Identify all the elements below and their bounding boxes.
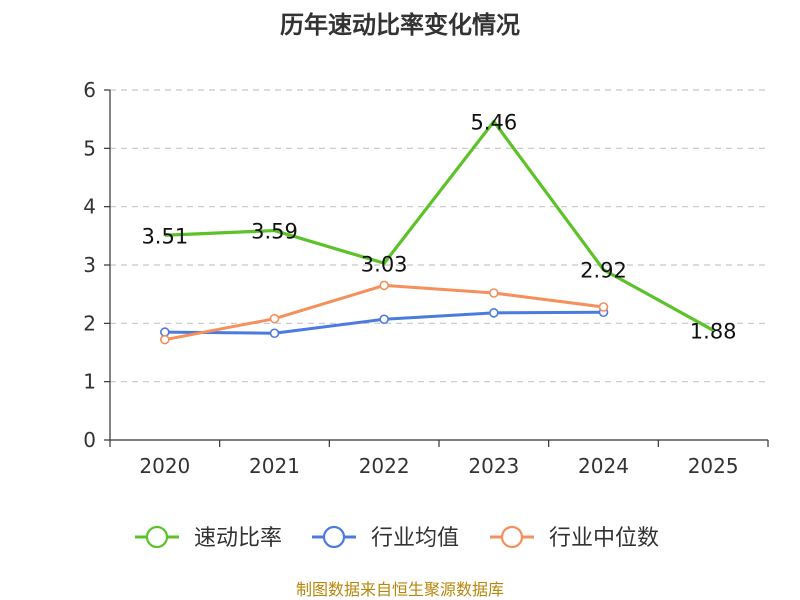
- data-point[interactable]: [160, 334, 170, 345]
- y-tick-label: 3: [83, 253, 96, 277]
- legend-marker-icon: [322, 525, 346, 549]
- x-tick-label: 2020: [139, 454, 190, 478]
- source-note: 制图数据来自恒生聚源数据库: [296, 580, 504, 599]
- legend-item[interactable]: 行业中位数: [490, 525, 659, 551]
- data-point[interactable]: [598, 302, 609, 312]
- legend-item[interactable]: 速动比率: [135, 525, 282, 551]
- y-tick-label: 2: [83, 311, 96, 335]
- legend-label: 行业均值: [371, 526, 459, 551]
- y-tick-label: 1: [83, 370, 96, 394]
- series-line: [164, 119, 714, 332]
- data-label: 3.51: [141, 224, 188, 248]
- data-point[interactable]: [269, 328, 280, 339]
- data-label: 3.03: [361, 252, 408, 276]
- data-point[interactable]: [489, 308, 499, 318]
- legend[interactable]: 速动比率 行业均值 行业中位数: [135, 525, 659, 551]
- data-point[interactable]: [379, 314, 389, 325]
- data-label: 2.92: [580, 259, 627, 283]
- data-label: 3.59: [251, 220, 298, 244]
- y-tick-label: 0: [83, 428, 96, 452]
- data-label: 1.88: [690, 319, 737, 343]
- series-group: [160, 119, 714, 345]
- legend-marker-icon: [145, 525, 169, 549]
- legend-label: 速动比率: [194, 526, 282, 551]
- grid-lines: [110, 89, 768, 383]
- chart-title: 历年速动比率变化情况: [280, 11, 520, 39]
- y-tick-label: 6: [83, 78, 96, 102]
- x-tick-label: 2023: [468, 454, 519, 478]
- y-tick-label: 5: [83, 136, 96, 160]
- data-point[interactable]: [269, 313, 280, 324]
- data-label: 5.46: [470, 111, 517, 135]
- legend-marker-icon: [500, 525, 524, 549]
- legend-label: 行业中位数: [549, 526, 659, 551]
- data-point[interactable]: [489, 288, 499, 298]
- x-tick-label: 2024: [578, 454, 629, 478]
- y-tick-label: 4: [83, 195, 96, 219]
- x-tick-label: 2022: [359, 454, 410, 478]
- x-tick-label: 2021: [249, 454, 300, 478]
- legend-item[interactable]: 行业均值: [312, 525, 459, 551]
- x-tick-label: 2025: [688, 454, 739, 478]
- data-point[interactable]: [379, 280, 389, 291]
- axes: 0 1 2 3 4 5 6 2020 2021 2022 2023 2024 2025: [83, 78, 769, 478]
- data-labels: 3.51 3.59 3.03 5.46 2.92 1.88: [141, 111, 736, 344]
